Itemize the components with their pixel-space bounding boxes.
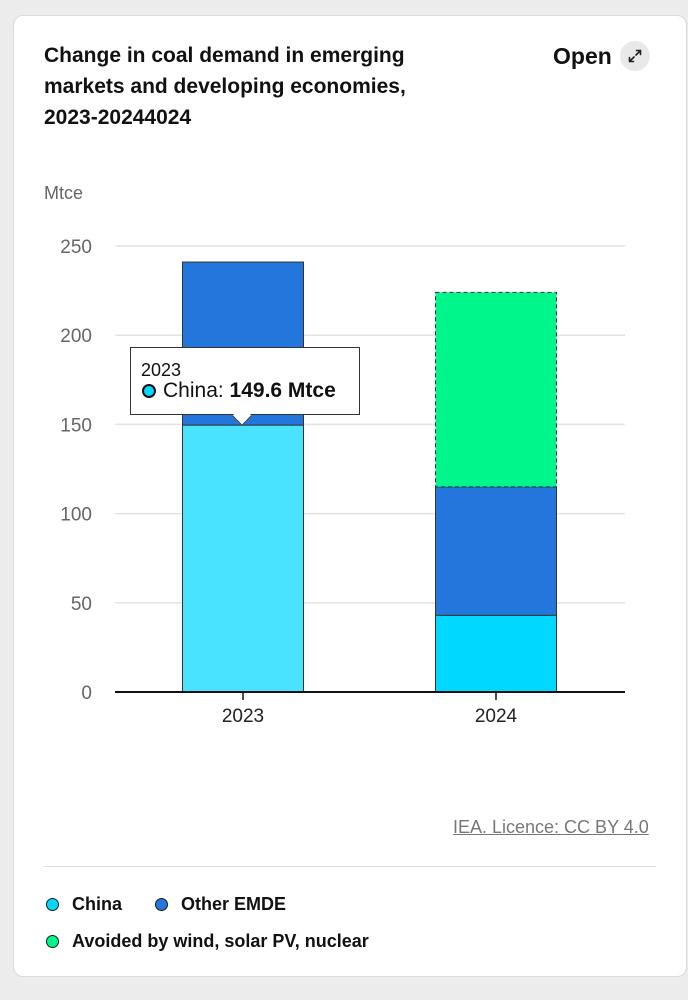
bar-china-2024 xyxy=(435,614,557,693)
legend-item-avoided[interactable]: Avoided by wind, solar PV, nuclear xyxy=(46,931,369,952)
tooltip: 2023 China : 149.6 Mtce xyxy=(130,347,360,415)
y-tick-label: 250 xyxy=(60,237,92,258)
legend-dot-avoided xyxy=(46,935,59,948)
licence-link[interactable]: IEA. Licence: CC BY 4.0 xyxy=(453,817,649,837)
y-tick-label: 0 xyxy=(81,683,92,704)
legend-label-china: China xyxy=(72,894,123,914)
bar-other_emde-2024 xyxy=(435,486,557,616)
tooltip-value: 149.6 Mtce xyxy=(229,379,336,402)
legend-label-other-emde: Other EMDE xyxy=(181,894,287,914)
tooltip-separator: : xyxy=(217,379,230,402)
bar-china-2023 xyxy=(182,424,304,693)
x-tick-label: 2023 xyxy=(222,706,264,727)
y-tick-label: 100 xyxy=(60,505,92,526)
legend-item-other-emde[interactable]: Other EMDE xyxy=(155,894,286,915)
tooltip-row: China : 149.6 Mtce xyxy=(142,379,336,403)
chart-card xyxy=(13,15,687,977)
y-tick-label: 50 xyxy=(71,594,92,615)
legend-divider xyxy=(44,866,656,867)
tooltip-year: 2023 xyxy=(141,360,182,380)
expand-icon xyxy=(619,41,650,71)
open-label: Open xyxy=(553,42,612,69)
y-tick-label: 150 xyxy=(60,415,92,436)
open-button[interactable]: Open xyxy=(553,40,650,72)
tooltip-series-name: China xyxy=(163,379,218,402)
chart-title: Change in coal demand in emerging market… xyxy=(44,44,406,129)
bar-avoided-2024 xyxy=(435,291,557,488)
y-tick-label: 200 xyxy=(60,326,92,347)
legend-label-avoided: Avoided by wind, solar PV, nuclear xyxy=(72,931,369,951)
legend-dot-china xyxy=(46,898,59,911)
x-tick-label: 2024 xyxy=(475,706,518,727)
chart-plot: Mtce 0 50 100 150 200 250 2023 2024 xyxy=(44,183,625,727)
legend-item-china[interactable]: China xyxy=(46,894,122,915)
tooltip-series-dot xyxy=(142,384,156,398)
y-axis-label: Mtce xyxy=(44,183,83,203)
legend-dot-other-emde xyxy=(155,898,168,911)
